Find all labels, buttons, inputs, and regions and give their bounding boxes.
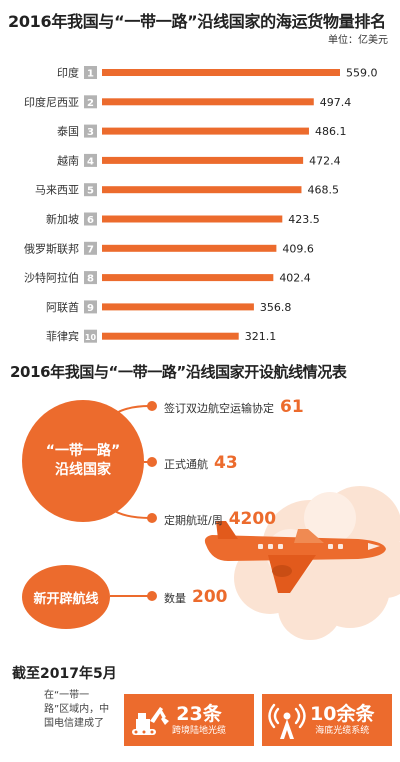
rank-number: 3 [87, 127, 94, 138]
direct-flights-label: 正式通航 [164, 458, 208, 471]
belt-road-hub: “一带一路” 沿线国家 [22, 400, 144, 522]
submarine-cable-box: 10余条 海底光缆系统 [262, 694, 392, 746]
direct-flights-item: 正式通航 43 [164, 453, 238, 473]
value-label: 402.4 [279, 272, 311, 285]
rank-number: 7 [87, 244, 94, 255]
new-routes-count-value: 200 [192, 587, 228, 607]
bar [102, 156, 304, 164]
rank-badge [84, 271, 97, 285]
new-routes-count-label: 数量 [164, 592, 186, 605]
direct-flights-value: 43 [214, 453, 238, 473]
rank-badge [84, 329, 97, 343]
land-cable-box: 23条 跨境陆地光缆 [124, 694, 254, 746]
agreements-value: 61 [280, 397, 304, 417]
rank-badge [84, 212, 97, 226]
bar [102, 274, 274, 282]
bar [102, 69, 340, 76]
value-label: 321.1 [245, 330, 276, 343]
value-label: 559.0 [346, 67, 378, 80]
hub-line1: “一带一路” [45, 443, 121, 459]
rank-number: 10 [85, 333, 97, 342]
bar [102, 215, 283, 223]
new-routes-hub: 新开辟航线 [22, 565, 110, 629]
rank-number: 4 [87, 156, 94, 167]
hub-line2: 沿线国家 [55, 462, 111, 478]
unit-label: 单位：亿美元 [328, 35, 388, 46]
bar [102, 98, 314, 106]
airplane-icon [204, 521, 386, 593]
excavator-icon [132, 707, 169, 735]
category-label: 马来西亚 [35, 184, 79, 197]
rank-badge [84, 241, 97, 255]
bar [102, 186, 302, 194]
category-label: 阿联酋 [46, 300, 79, 314]
rank-badge [84, 124, 97, 138]
shipping-volume-bar-chart: 印度 1 559.0 印度尼西亚 2 497.4 泰国 3 486.1 越南 4 472.4 马来西亚 5… [24, 66, 378, 344]
bar [102, 127, 309, 135]
routes-title: 2016年我国与“一带一路”沿线国家开设航线情况表 [10, 363, 347, 381]
rank-badge [84, 66, 97, 79]
category-label: 沙特阿拉伯 [24, 271, 79, 285]
value-label: 468.5 [307, 184, 339, 197]
chart-title: 2016年我国与“一带一路”沿线国家的海运货物量排名 [8, 12, 386, 31]
new-routes-item: 数量 200 [164, 587, 228, 607]
agreements-item: 签订双边航空运输协定 61 [164, 397, 304, 417]
category-label: 越南 [57, 153, 79, 167]
submarine-cable-label: 海底光缆系统 [315, 726, 370, 736]
rank-badge [84, 95, 97, 109]
value-label: 423.5 [288, 213, 320, 226]
rank-number: 5 [87, 186, 94, 197]
category-label: 泰国 [57, 124, 79, 138]
rank-number: 8 [87, 274, 94, 285]
rank-number: 1 [87, 69, 94, 80]
rank-badge [84, 300, 97, 314]
category-label: 菲律宾 [46, 329, 79, 343]
land-cable-count: 23条 [176, 703, 222, 725]
agreements-label: 签订双边航空运输协定 [164, 402, 274, 415]
land-cable-label: 跨境陆地光缆 [172, 726, 227, 736]
weekly-flights-item: 定期航班/周 4200 [164, 509, 276, 529]
signal-tower-icon [268, 703, 306, 739]
rank-badge [84, 183, 97, 197]
rank-number: 6 [87, 215, 94, 226]
rank-number: 2 [87, 98, 94, 109]
value-label: 497.4 [320, 96, 352, 109]
bar [102, 332, 239, 340]
category-label: 俄罗斯联邦 [24, 242, 79, 255]
category-label: 印度 [57, 66, 79, 80]
date-title: 截至2017年5月 [12, 666, 117, 682]
rank-number: 9 [87, 303, 94, 314]
value-label: 409.6 [282, 242, 314, 255]
category-label: 印度尼西亚 [24, 95, 79, 109]
weekly-flights-value: 4200 [228, 509, 277, 529]
bar [102, 303, 254, 311]
value-label: 472.4 [309, 154, 341, 167]
weekly-flights-label: 定期航班/周 [164, 514, 223, 527]
category-label: 新加坡 [46, 212, 79, 226]
telecom-note: 在“一带一路”区域内，中国电信建成了 [44, 690, 110, 729]
value-label: 486.1 [315, 125, 347, 138]
submarine-cable-count: 10余条 [310, 703, 375, 725]
value-label: 356.8 [260, 301, 292, 314]
rank-badge [84, 153, 97, 167]
bar [102, 244, 277, 252]
new-routes-label: 新开辟航线 [33, 591, 99, 607]
